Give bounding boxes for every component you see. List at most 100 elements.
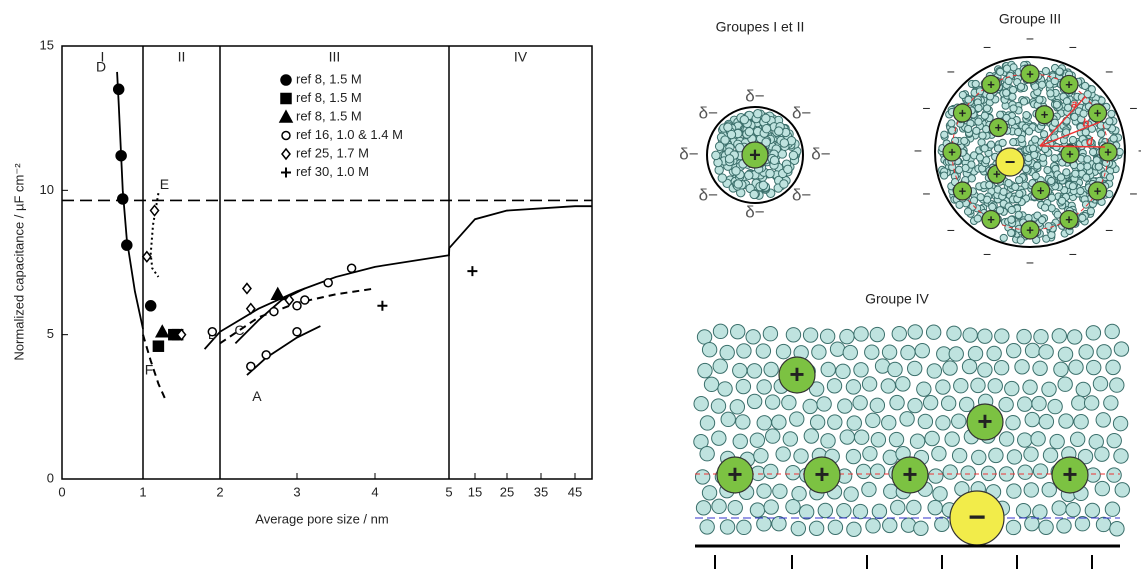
- solvent-molecule: [1079, 109, 1088, 118]
- solvent-molecule: [960, 465, 976, 481]
- ion: [1051, 456, 1089, 494]
- solvent-molecule: [1022, 379, 1038, 395]
- surface-charge: −: [1129, 100, 1137, 116]
- solvent-molecule: [1056, 173, 1066, 182]
- solvent-molecule: [1109, 521, 1125, 537]
- solvent-molecule: [1077, 448, 1094, 465]
- x-tick-label: 5: [445, 484, 452, 499]
- curve-label: E: [160, 176, 169, 192]
- solvent-molecule: [842, 344, 858, 361]
- solvent-molecule: [846, 415, 862, 431]
- solvent-molecule: [900, 344, 916, 361]
- solvent-molecule: [732, 362, 748, 379]
- solvent-molecule: [1006, 449, 1023, 465]
- ion: [1034, 105, 1055, 125]
- solvent-molecule: [1005, 342, 1022, 359]
- legend-label: ref 8, 1.5 M: [296, 90, 362, 105]
- solvent-molecule: [837, 398, 853, 414]
- surface-charge: −: [914, 143, 922, 159]
- solvent-molecule: [1104, 323, 1120, 340]
- marker: [207, 327, 218, 337]
- solvent-molecule: [703, 376, 720, 393]
- solvent-molecule: [785, 498, 801, 515]
- solvent-molecule: [1038, 413, 1055, 430]
- marker: [323, 277, 333, 288]
- solvent-molecule: [940, 171, 949, 180]
- solvent-molecule: [719, 344, 735, 361]
- solvent-molecule: [970, 377, 986, 394]
- solvent-molecule: [953, 378, 969, 394]
- solvent-molecule: [761, 137, 771, 147]
- solvent-molecule: [907, 360, 923, 377]
- solvent-molecule: [869, 326, 886, 343]
- legend-marker: [281, 167, 291, 178]
- solvent-molecule: [779, 179, 789, 189]
- solvent-molecule: [846, 521, 862, 538]
- solvent-molecule: [1002, 88, 1011, 97]
- solvent-molecule: [1030, 150, 1039, 160]
- surface-charge: −: [947, 64, 955, 80]
- solvent-molecule: [971, 449, 987, 466]
- solvent-molecule: [1008, 92, 1017, 101]
- solvent-molecule: [1071, 395, 1087, 411]
- solvent-molecule: [1017, 432, 1033, 448]
- solvent-molecule: [913, 520, 929, 536]
- solvent-molecule: [996, 67, 1005, 76]
- solvent-molecule: [980, 111, 989, 120]
- solvent-molecule: [1030, 431, 1046, 447]
- solvent-molecule: [753, 109, 763, 119]
- solvent-molecule: [1023, 446, 1039, 462]
- solvent-molecule: [1005, 519, 1022, 536]
- solvent-molecule: [791, 486, 807, 502]
- radius-line: [1039, 145, 1106, 148]
- ion: [1059, 209, 1079, 230]
- solvent-molecule: [808, 381, 825, 397]
- solvent-molecule: [1002, 113, 1011, 123]
- solvent-molecule: [1047, 398, 1063, 415]
- solvent-molecule: [974, 103, 983, 113]
- solvent-molecule: [865, 412, 881, 429]
- solvent-molecule: [1023, 482, 1039, 498]
- marker: [270, 286, 286, 301]
- marker: [269, 306, 279, 317]
- solvent-molecule: [1051, 500, 1067, 516]
- fit-curve: [142, 334, 168, 402]
- solvent-molecule: [982, 125, 991, 134]
- y-axis-label: Normalized capacitance / µF cm⁻²: [11, 163, 26, 361]
- legend-marker: [281, 130, 291, 141]
- x-tick-label: 45: [568, 484, 582, 499]
- solvent-molecule: [948, 346, 964, 362]
- solvent-molecule: [736, 343, 752, 359]
- solvent-molecule: [926, 363, 943, 379]
- ion: [778, 356, 816, 394]
- marker: [152, 340, 165, 352]
- solvent-molecule: [790, 520, 807, 537]
- solvent-molecule: [1106, 467, 1122, 483]
- solvent-molecule: [922, 394, 939, 411]
- x-tick-label: 25: [500, 484, 514, 499]
- group12-title: Groupes I et II: [716, 19, 805, 35]
- solvent-molecule: [1103, 395, 1119, 411]
- solvent-molecule: [993, 360, 1010, 376]
- solvent-molecule: [695, 500, 712, 516]
- solvent-molecule: [964, 124, 973, 134]
- solvent-molecule: [1028, 144, 1038, 153]
- solvent-molecule: [1050, 154, 1059, 163]
- solvent-molecule: [1052, 100, 1061, 109]
- ion: [981, 209, 1001, 230]
- solvent-molecule: [1033, 161, 1042, 170]
- solvent-molecule: [999, 233, 1008, 243]
- solvent-molecule: [982, 104, 992, 113]
- solvent-molecule: [1050, 118, 1060, 127]
- x-tick-label: 3: [293, 484, 300, 499]
- solvent-molecule: [723, 122, 733, 132]
- ion-sign: +: [995, 120, 1003, 135]
- solvent-molecule: [1041, 381, 1057, 397]
- marker: [292, 327, 302, 337]
- solvent-molecule: [917, 413, 934, 430]
- marker: [117, 193, 129, 205]
- solvent-molecule: [693, 396, 709, 412]
- solvent-molecule: [1033, 329, 1049, 345]
- solvent-molecule: [1106, 432, 1122, 449]
- solvent-molecule: [928, 468, 944, 484]
